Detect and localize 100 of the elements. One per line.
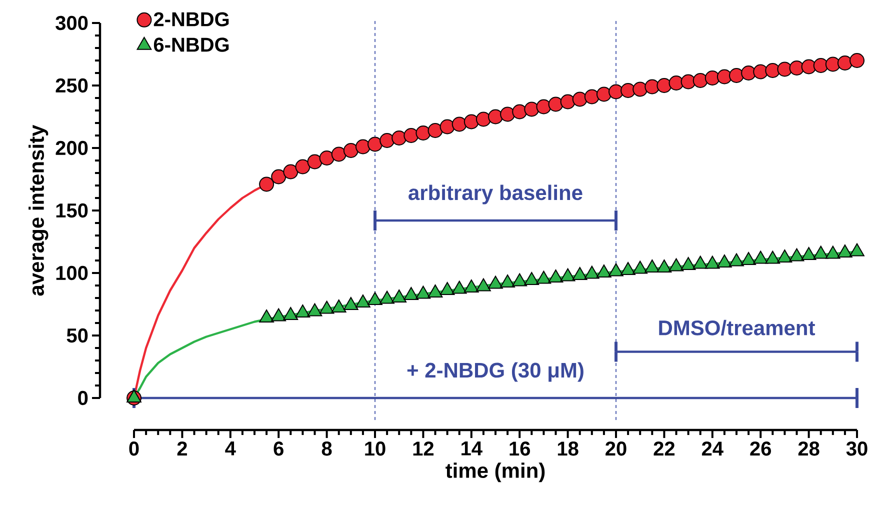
point	[765, 250, 780, 264]
point	[307, 303, 322, 316]
point	[283, 307, 298, 320]
point	[356, 294, 370, 308]
point	[656, 78, 672, 93]
point	[692, 72, 708, 88]
x-tick-label: 26	[750, 442, 771, 456]
x-tick-label: 24	[702, 442, 724, 456]
point	[368, 136, 383, 152]
point	[560, 94, 576, 110]
point	[536, 270, 552, 284]
point	[476, 278, 491, 292]
point	[259, 310, 274, 322]
y-axis-title: average intensity	[28, 124, 48, 296]
x-tick-label: 22	[654, 442, 675, 456]
point	[704, 256, 720, 269]
point	[271, 169, 286, 184]
point	[295, 304, 310, 318]
point	[428, 123, 443, 138]
point	[692, 256, 708, 269]
y-tick-label: 150	[56, 203, 88, 218]
point	[644, 260, 660, 272]
point	[380, 290, 394, 304]
point	[355, 139, 370, 154]
point	[512, 104, 528, 120]
point	[572, 92, 588, 107]
point	[801, 247, 816, 260]
point	[319, 300, 334, 314]
point	[343, 143, 358, 158]
point	[813, 58, 828, 73]
point	[753, 64, 768, 80]
x-tick-label: 20	[606, 442, 626, 456]
point	[620, 83, 636, 98]
point	[777, 62, 792, 77]
x-tick-label: 2	[177, 442, 187, 456]
point	[632, 260, 648, 274]
x-tick-label: 30	[846, 442, 868, 456]
point	[343, 297, 358, 310]
y-tick-label: 200	[56, 140, 88, 156]
point	[440, 119, 455, 134]
point	[464, 280, 479, 292]
y-tick-label: 0	[78, 390, 88, 406]
x-axis-title: time (min)	[446, 462, 545, 482]
point	[500, 106, 516, 122]
point	[452, 116, 467, 132]
point	[440, 282, 455, 295]
point	[765, 63, 780, 78]
point	[452, 280, 467, 294]
point	[584, 89, 600, 104]
x-tick-label: 12	[413, 442, 434, 456]
point	[584, 266, 600, 279]
point	[572, 267, 588, 280]
annotation: + 2-NBDG (30 μM)	[407, 362, 584, 382]
x-tick-label: 0	[129, 442, 139, 456]
point	[259, 176, 274, 192]
point	[488, 276, 503, 289]
point	[656, 260, 672, 272]
point	[741, 66, 756, 80]
point	[741, 252, 756, 265]
point	[729, 68, 744, 83]
point	[729, 253, 744, 266]
point	[801, 59, 816, 74]
x-tick-label: 16	[510, 442, 530, 456]
point	[404, 287, 419, 300]
legend-label: 2-NBDG	[154, 12, 229, 26]
point	[295, 159, 310, 174]
point	[620, 262, 636, 275]
x-tick-label: 28	[798, 442, 820, 456]
point	[680, 74, 696, 90]
point	[380, 133, 395, 148]
point	[704, 70, 720, 86]
point	[488, 109, 504, 124]
point	[632, 82, 648, 97]
point	[416, 125, 431, 140]
point	[596, 86, 612, 102]
point	[789, 60, 804, 76]
point	[668, 76, 684, 90]
point	[404, 128, 419, 143]
point	[825, 56, 840, 72]
point	[813, 246, 828, 259]
point	[548, 270, 564, 282]
point	[716, 69, 732, 84]
point	[392, 130, 407, 146]
point	[825, 246, 840, 259]
y-tick-label: 50	[66, 328, 88, 343]
point	[837, 56, 852, 70]
point	[789, 248, 804, 262]
point	[524, 272, 540, 285]
point	[392, 290, 407, 302]
point	[331, 300, 346, 312]
point	[319, 150, 334, 166]
point	[668, 258, 684, 272]
point	[331, 146, 346, 162]
x-tick-label: 18	[558, 442, 578, 456]
point	[560, 268, 576, 282]
y-tick-label: 250	[56, 78, 88, 93]
point	[838, 244, 852, 258]
point	[717, 254, 732, 268]
point	[307, 154, 322, 170]
point	[644, 79, 660, 94]
